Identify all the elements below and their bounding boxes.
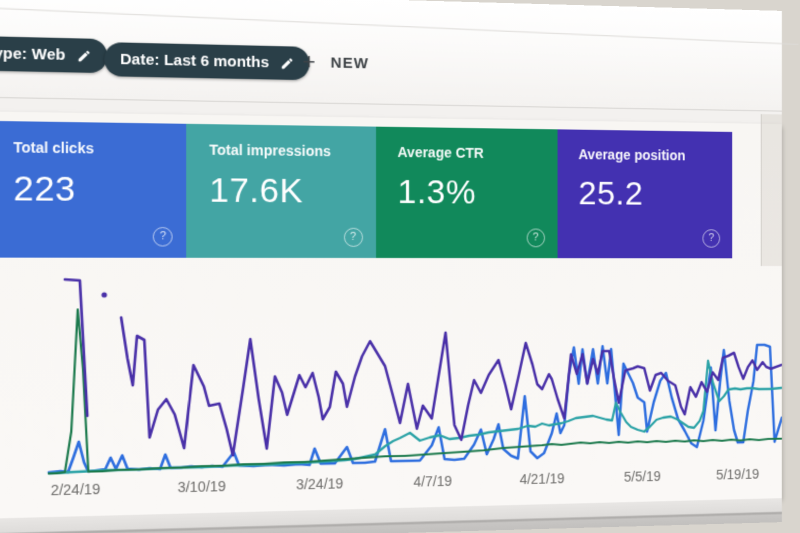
metric-card-value: 223 — [13, 169, 76, 210]
filter-chip-search-type-label: type: Web — [0, 44, 66, 65]
help-icon[interactable]: ? — [702, 229, 721, 248]
x-tick-label: 5/19/19 — [716, 466, 760, 483]
filter-bar: type: Web Date: Last 6 months + NEW — [0, 34, 782, 91]
performance-line-chart: 2/24/19 3/10/19 3/24/19 4/7/19 4/21/19 5… — [43, 266, 781, 510]
plus-icon: + — [302, 48, 316, 75]
x-tick-label: 3/24/19 — [295, 475, 344, 493]
edit-pencil-icon — [282, 57, 293, 69]
filter-chip-date[interactable]: Date: Last 6 months — [104, 42, 310, 81]
x-tick-label: 4/21/19 — [519, 470, 565, 488]
new-filter-label: NEW — [330, 53, 369, 72]
metric-card-value: 25.2 — [578, 174, 644, 213]
metric-cards-row: Total clicks 223 ? Total impressions 17.… — [0, 120, 733, 259]
metric-card-total-impressions[interactable]: Total impressions 17.6K ? — [186, 123, 376, 258]
metric-card-value: 17.6K — [209, 171, 304, 211]
chart-canvas — [43, 266, 781, 484]
x-tick-label: 2/24/19 — [50, 480, 101, 499]
metric-card-label: Average position — [578, 146, 686, 164]
new-filter-button[interactable]: + NEW — [302, 48, 369, 75]
search-console-screen: type: Web Date: Last 6 months + NEW Tota… — [0, 0, 782, 533]
metric-card-average-position[interactable]: Average position 25.2 ? — [557, 129, 733, 259]
performance-panel: Total clicks 223 ? Total impressions 17.… — [0, 111, 782, 519]
metric-card-average-ctr[interactable]: Average CTR 1.3% ? — [375, 126, 558, 259]
edit-pencil-icon — [78, 50, 91, 62]
window-edge-shading — [760, 114, 782, 267]
metric-card-label: Total clicks — [13, 138, 94, 157]
metric-card-total-clicks[interactable]: Total clicks 223 ? — [0, 120, 187, 258]
x-tick-label: 4/7/19 — [413, 472, 452, 490]
metric-card-label: Average CTR — [397, 143, 484, 161]
x-tick-label: 3/10/19 — [177, 477, 226, 496]
help-icon[interactable]: ? — [343, 227, 363, 247]
help-icon[interactable]: ? — [153, 226, 173, 247]
metric-card-value: 1.3% — [397, 172, 477, 212]
metric-card-label: Total impressions — [209, 141, 331, 160]
x-tick-label: 5/5/19 — [623, 468, 661, 485]
help-icon[interactable]: ? — [526, 228, 545, 248]
filter-chip-search-type[interactable]: type: Web — [0, 34, 108, 74]
filter-chip-date-label: Date: Last 6 months — [120, 50, 270, 72]
